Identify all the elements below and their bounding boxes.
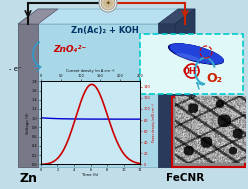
Y-axis label: Power density (mW cm⁻²): Power density (mW cm⁻²) xyxy=(152,103,156,142)
Ellipse shape xyxy=(168,43,224,65)
Text: ✦: ✦ xyxy=(106,1,110,5)
FancyBboxPatch shape xyxy=(172,97,245,167)
Text: Zn(Ac)₂ + KOH: Zn(Ac)₂ + KOH xyxy=(71,26,139,36)
Polygon shape xyxy=(175,9,195,167)
Text: - e⁻: - e⁻ xyxy=(9,66,21,72)
Polygon shape xyxy=(18,24,175,167)
Polygon shape xyxy=(18,9,58,24)
Y-axis label: Voltage (V): Voltage (V) xyxy=(27,112,31,134)
Text: FeCNR: FeCNR xyxy=(166,173,204,183)
Ellipse shape xyxy=(169,43,224,64)
Polygon shape xyxy=(158,24,175,167)
FancyBboxPatch shape xyxy=(140,34,243,94)
Ellipse shape xyxy=(169,43,224,64)
Ellipse shape xyxy=(170,44,224,64)
Text: Zn: Zn xyxy=(19,171,37,184)
Text: + e⁻: + e⁻ xyxy=(196,57,214,66)
Polygon shape xyxy=(18,9,195,24)
X-axis label: Time (h): Time (h) xyxy=(82,173,99,177)
Text: OH⁻: OH⁻ xyxy=(183,67,201,75)
Ellipse shape xyxy=(176,53,200,61)
Polygon shape xyxy=(175,9,195,167)
Circle shape xyxy=(103,0,113,8)
Text: O₂: O₂ xyxy=(206,73,222,85)
Text: ZnO₄²⁻: ZnO₄²⁻ xyxy=(53,44,87,53)
Polygon shape xyxy=(158,9,195,24)
Circle shape xyxy=(99,0,117,12)
Polygon shape xyxy=(18,24,38,167)
X-axis label: Current density (m A cm⁻²): Current density (m A cm⁻²) xyxy=(66,69,115,73)
Circle shape xyxy=(101,0,115,10)
